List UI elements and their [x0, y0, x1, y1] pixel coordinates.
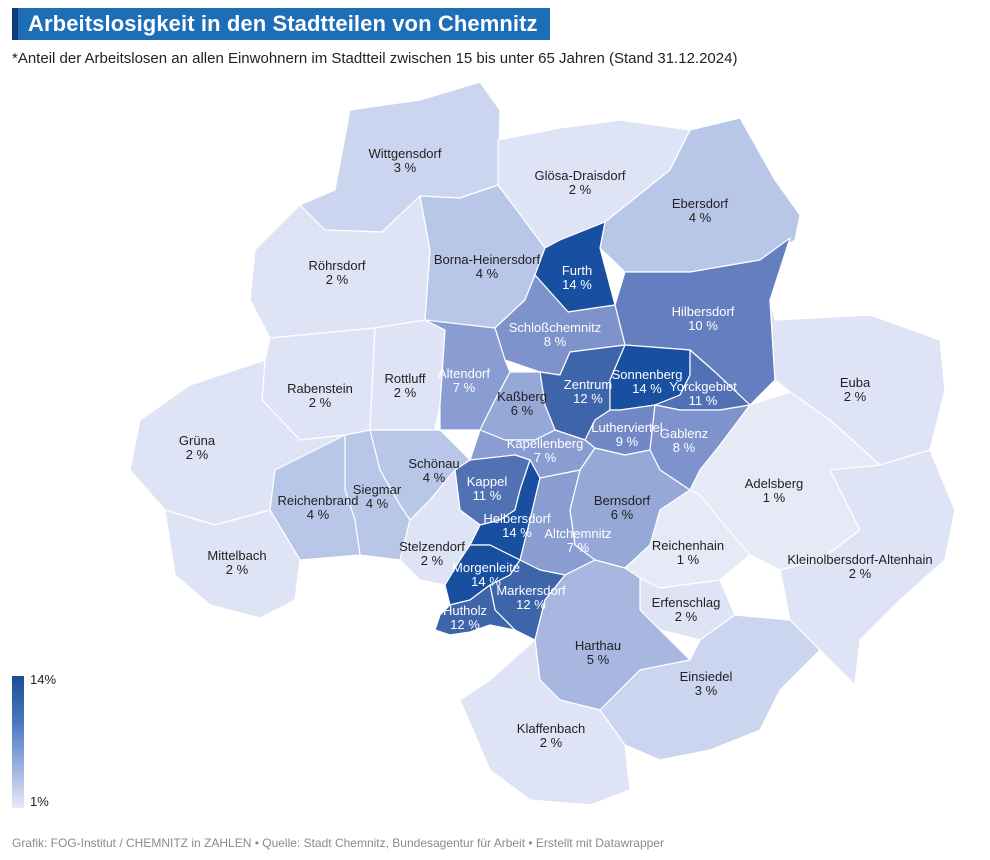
- district-value-rottluff: 2 %: [394, 385, 417, 400]
- district-value-schlosschemnitz: 8 %: [544, 334, 567, 349]
- district-name-altchemnitz: Altchemnitz: [544, 526, 611, 541]
- legend-max-label: 14%: [30, 672, 57, 687]
- district-value-furth: 14 %: [562, 277, 592, 292]
- district-value-sonnenberg: 14 %: [632, 381, 662, 396]
- district-name-furth: Furth: [562, 263, 592, 278]
- district-name-einsiedel: Einsiedel: [680, 669, 733, 684]
- district-value-kappellenberg: 7 %: [534, 450, 557, 465]
- district-name-hutholz: Hutholz: [443, 603, 487, 618]
- district-markersdorf[interactable]: [489, 559, 566, 641]
- district-name-morgenleite: Morgenleite: [452, 560, 520, 575]
- district-name-bernsdorf: Bernsdorf: [594, 493, 651, 508]
- district-value-yorckgebiet: 11 %: [689, 393, 718, 408]
- district-name-schoenau: Schönau: [408, 456, 459, 471]
- district-value-ebersdorf: 4 %: [689, 210, 712, 225]
- page-title: Arbeitslosigkeit in den Stadtteilen von …: [28, 11, 538, 36]
- district-name-altendorf: Altendorf: [438, 366, 490, 381]
- district-name-zentrum: Zentrum: [564, 377, 612, 392]
- district-name-roehrsdorf: Röhrsdorf: [308, 258, 365, 273]
- district-value-reichenhain: 1 %: [677, 552, 700, 567]
- district-name-wittgensdorf: Wittgensdorf: [369, 146, 442, 161]
- district-name-rottluff: Rottluff: [385, 371, 426, 386]
- title-bar: Arbeitslosigkeit in den Stadtteilen von …: [12, 8, 550, 40]
- district-name-gablenz: Gablenz: [660, 426, 708, 441]
- district-value-euba: 2 %: [844, 389, 867, 404]
- district-value-harthau: 5 %: [587, 652, 610, 667]
- district-value-borna: 4 %: [476, 266, 499, 281]
- district-value-kleinolbersdorf: 2 %: [849, 566, 872, 581]
- district-adelsberg[interactable]: [689, 391, 881, 571]
- district-name-erfenschlag: Erfenschlag: [652, 595, 721, 610]
- district-name-schlosschemnitz: Schloßchemnitz: [509, 320, 601, 335]
- district-name-euba: Euba: [840, 375, 871, 390]
- district-value-lutherviertel: 9 %: [616, 434, 639, 449]
- district-name-siegmar: Siegmar: [353, 482, 402, 497]
- district-value-bernsdorf: 6 %: [611, 507, 634, 522]
- district-name-kappel: Kappel: [467, 474, 508, 489]
- district-kleinolbersdorf[interactable]: [779, 449, 956, 686]
- district-value-schoenau: 4 %: [423, 470, 446, 485]
- district-name-mittelbach: Mittelbach: [207, 548, 266, 563]
- district-value-siegmar: 4 %: [366, 496, 389, 511]
- district-name-hilbersdorf: Hilbersdorf: [672, 304, 735, 319]
- district-value-markersdorf: 12 %: [516, 597, 546, 612]
- district-value-hutholz: 12 %: [450, 617, 480, 632]
- subtitle: *Anteil der Arbeitslosen an allen Einwoh…: [12, 50, 738, 67]
- district-name-grueena: Grüna: [179, 433, 216, 448]
- district-name-kappellenberg: Kapellenberg: [507, 436, 584, 451]
- district-name-gloesa: Glösa-Draisdorf: [534, 168, 625, 183]
- district-value-mittelbach: 2 %: [226, 562, 249, 577]
- legend-gradient-bar: [12, 676, 24, 808]
- district-value-klaffenbach: 2 %: [540, 735, 563, 750]
- district-value-reichenbrand: 4 %: [307, 507, 330, 522]
- footer-source: Grafik: FOG-Institut / CHEMNITZ in ZAHLE…: [12, 836, 664, 850]
- district-value-kassberg: 6 %: [511, 403, 534, 418]
- district-value-adelsberg: 1 %: [763, 490, 786, 505]
- district-name-helbersdorf: Helbersdorf: [483, 511, 551, 526]
- district-name-reichenhain: Reichenhain: [652, 538, 724, 553]
- district-name-ebersdorf: Ebersdorf: [672, 196, 729, 211]
- district-hutholz[interactable]: [434, 584, 516, 636]
- district-value-altchemnitz: 7 %: [567, 540, 590, 555]
- district-value-einsiedel: 3 %: [695, 683, 718, 698]
- district-name-rabenstein: Rabenstein: [287, 381, 353, 396]
- title-accent: [12, 8, 18, 40]
- district-value-gloesa: 2 %: [569, 182, 592, 197]
- district-value-erfenschlag: 2 %: [675, 609, 698, 624]
- district-mittelbach[interactable]: [164, 509, 301, 619]
- district-name-klaffenbach: Klaffenbach: [517, 721, 585, 736]
- district-value-grueena: 2 %: [186, 447, 209, 462]
- district-name-adelsberg: Adelsberg: [745, 476, 804, 491]
- district-name-lutherviertel: Lutherviertel: [591, 420, 663, 435]
- district-value-altendorf: 7 %: [453, 380, 476, 395]
- district-value-kappel: 11 %: [473, 488, 502, 503]
- district-value-gablenz: 8 %: [673, 440, 696, 455]
- district-name-reichenbrand: Reichenbrand: [278, 493, 359, 508]
- district-value-rabenstein: 2 %: [309, 395, 332, 410]
- district-klaffenbach[interactable]: [459, 639, 631, 806]
- district-name-yorckgebiet: Yorckgebiet: [669, 379, 737, 394]
- district-value-helbersdorf: 14 %: [502, 525, 532, 540]
- district-name-sonnenberg: Sonnenberg: [612, 367, 683, 382]
- legend-min-label: 1%: [30, 794, 49, 809]
- district-value-zentrum: 12 %: [573, 391, 603, 406]
- district-value-roehrsdorf: 2 %: [326, 272, 349, 287]
- district-name-kassberg: Kaßberg: [497, 389, 547, 404]
- district-name-borna: Borna-Heinersdorf: [434, 252, 541, 267]
- district-name-stelzendorf: Stelzendorf: [399, 539, 465, 554]
- district-name-harthau: Harthau: [575, 638, 621, 653]
- district-shapes: [129, 81, 956, 806]
- district-value-hilbersdorf: 10 %: [688, 318, 718, 333]
- district-name-markersdorf: Markersdorf: [496, 583, 566, 598]
- district-value-morgenleite: 14 %: [471, 574, 501, 589]
- district-value-wittgensdorf: 3 %: [394, 160, 417, 175]
- district-value-stelzendorf: 2 %: [421, 553, 444, 568]
- district-name-kleinolbersdorf: Kleinolbersdorf-Altenhain: [787, 552, 932, 567]
